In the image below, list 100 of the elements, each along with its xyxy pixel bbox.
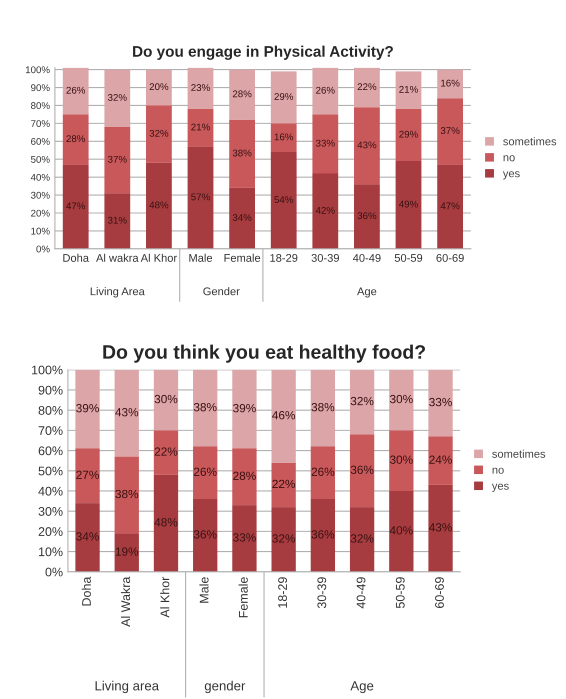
data-label: 32% — [272, 534, 296, 543]
bar — [428, 436, 453, 485]
bar — [437, 98, 464, 165]
data-label: 39% — [233, 404, 256, 412]
y-tick-label: 0% — [36, 246, 50, 252]
data-label: 54% — [274, 196, 294, 204]
data-label: 38% — [312, 402, 334, 412]
bar — [271, 462, 296, 508]
bar — [104, 70, 130, 127]
bar — [229, 188, 256, 249]
data-label: 21% — [399, 86, 418, 93]
y-tick-label: 70% — [38, 426, 63, 436]
data-label: 26% — [316, 86, 335, 94]
bar — [270, 123, 297, 152]
data-label: 32% — [350, 534, 374, 543]
x-tick-label: 40-49 — [356, 577, 366, 608]
bar — [350, 434, 374, 508]
legend-label: sometimes — [492, 450, 546, 458]
text: gender — [204, 680, 246, 694]
bar — [154, 370, 178, 430]
x-tick-label: 18-29 — [278, 577, 288, 608]
data-label: 42% — [316, 206, 335, 214]
data-label: 37% — [440, 127, 460, 134]
bar — [354, 68, 380, 108]
bar — [193, 499, 218, 572]
data-label: 43% — [357, 142, 376, 148]
legend-label: yes — [502, 171, 520, 180]
bar — [350, 370, 374, 434]
data-label: 30% — [154, 394, 178, 404]
data-label: 33% — [233, 533, 256, 542]
y-tick-label: 0% — [45, 568, 63, 576]
text: Age — [357, 288, 376, 298]
y-tick-label: 100% — [26, 66, 50, 74]
bar — [310, 446, 336, 500]
y-tick-label: 80% — [38, 406, 63, 415]
bar — [428, 484, 453, 572]
bar — [396, 109, 422, 162]
data-label: 49% — [399, 200, 418, 208]
bar — [312, 114, 338, 174]
bar — [193, 446, 218, 500]
data-label: 39% — [76, 404, 99, 412]
bar — [270, 71, 297, 124]
data-label: 47% — [66, 202, 86, 210]
y-tick-label: 80% — [31, 102, 50, 110]
data-label: 24% — [429, 455, 452, 464]
data-label: 26% — [194, 468, 217, 476]
bar — [396, 161, 422, 249]
x-tick-label: Al Wakra — [120, 576, 130, 627]
bar — [104, 193, 130, 249]
y-tick-label: 70% — [31, 120, 50, 127]
data-label: 32% — [108, 94, 127, 101]
data-label: 30% — [390, 394, 413, 404]
data-label: 21% — [191, 124, 210, 130]
bar — [188, 146, 214, 249]
y-tick-label: 30% — [30, 192, 50, 199]
x-tick-label: 60-69 — [436, 254, 464, 262]
legend-label: sometimes — [503, 137, 556, 146]
bar — [437, 70, 464, 98]
data-label: 34% — [232, 214, 252, 221]
y-tick-label: 40% — [30, 174, 50, 181]
bar — [75, 370, 100, 449]
bar — [75, 503, 100, 572]
data-label: 29% — [399, 130, 418, 138]
data-label: 30% — [390, 455, 413, 464]
data-label: 20% — [150, 83, 168, 90]
y-tick-label: 60% — [31, 138, 50, 145]
bar — [312, 68, 338, 114]
bar — [104, 126, 130, 194]
data-label: 32% — [350, 396, 374, 406]
bar — [229, 120, 256, 188]
x-tick-label: 30-39 — [312, 254, 339, 262]
data-label: 40% — [390, 526, 413, 535]
data-label: 27% — [76, 470, 99, 479]
y-tick-label: 90% — [38, 386, 63, 395]
text: Living area — [96, 680, 160, 694]
legend-label: yes — [492, 484, 509, 492]
y-tick-label: 50% — [38, 466, 63, 476]
data-label: 36% — [358, 212, 376, 220]
y-tick-label: 60% — [38, 446, 63, 456]
data-label: 31% — [108, 216, 127, 224]
x-tick-label: Female — [238, 577, 248, 618]
data-label: 36% — [194, 530, 217, 539]
y-tick-label: 90% — [31, 84, 50, 92]
legend-label: no — [504, 155, 515, 162]
y-tick-label: 10% — [31, 228, 50, 235]
data-label: 38% — [232, 150, 252, 156]
bar — [396, 71, 422, 110]
bar — [154, 474, 178, 572]
data-label: 36% — [312, 530, 334, 539]
data-label: 32% — [150, 130, 168, 137]
data-label: 26% — [312, 468, 334, 476]
y-tick-label: 40% — [38, 486, 63, 496]
bar — [114, 370, 139, 457]
bar — [193, 370, 218, 447]
text: Age — [350, 681, 374, 694]
data-label: 43% — [429, 523, 452, 532]
x-tick-label: Doha — [82, 576, 91, 606]
data-label: 22% — [358, 83, 376, 90]
y-tick-label: 10% — [38, 547, 63, 556]
x-tick-label: Al Khor — [160, 576, 170, 618]
